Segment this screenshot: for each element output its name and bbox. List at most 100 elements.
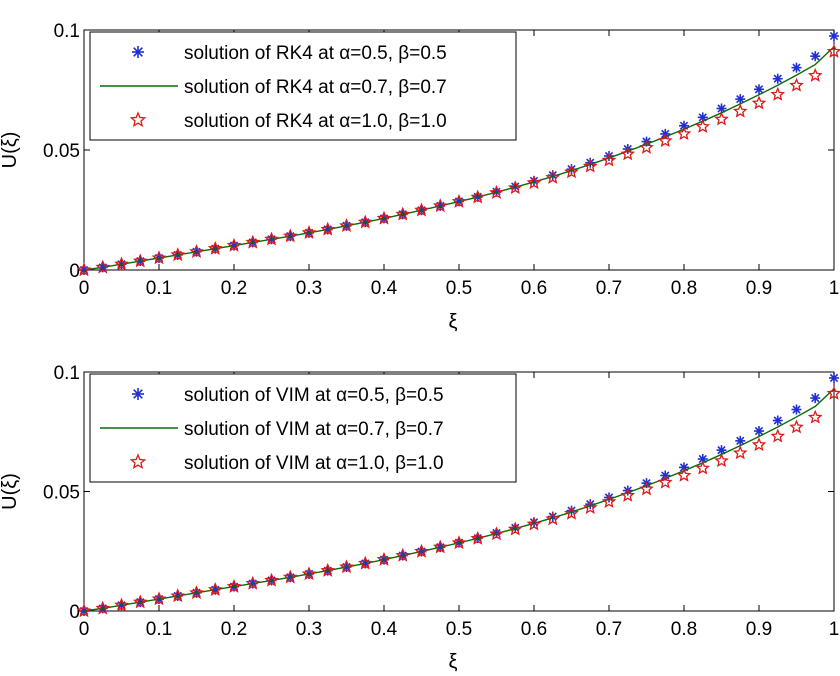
- data-point: [564, 164, 579, 179]
- data-point: [732, 445, 748, 460]
- series-3: [76, 385, 840, 618]
- legend-entry-label: solution of VIM at α=0.7, β=0.7: [184, 419, 444, 440]
- x-tick-label: 0.7: [596, 619, 622, 640]
- data-point: [754, 84, 764, 95]
- data-point: [414, 202, 429, 217]
- data-point: [829, 372, 839, 383]
- data-point: [601, 152, 617, 167]
- data-point: [735, 435, 746, 446]
- data-point: [395, 206, 411, 221]
- data-point: [789, 419, 804, 434]
- data-point: [245, 234, 261, 249]
- series-line: [83, 388, 835, 612]
- data-point: [207, 582, 223, 596]
- chart-panel-2: 0 0.1 0.2 0.3 0.4 0.5 0.6 0.7 0.8 0.9 1 0 0.05 0.1 ξ U(…: [0, 363, 840, 673]
- x-tick-label: 0.4: [371, 278, 398, 299]
- data-point: [470, 530, 486, 545]
- data-point: [639, 481, 654, 496]
- data-point: [585, 499, 596, 510]
- data-point: [320, 221, 336, 236]
- data-point: [245, 575, 261, 590]
- y-tick-label: 0.1: [54, 21, 80, 42]
- data-point: [714, 111, 729, 126]
- series-3: [76, 43, 840, 277]
- x-tick-label: 0.9: [746, 619, 772, 640]
- legend-marker-asterisk: [132, 388, 144, 400]
- data-point: [601, 494, 617, 508]
- data-point: [732, 103, 748, 118]
- x-tick-label: 1: [829, 278, 840, 299]
- data-point: [301, 225, 317, 240]
- data-point: [76, 603, 92, 618]
- data-point: [564, 505, 579, 520]
- data-point: [772, 73, 783, 84]
- data-point: [676, 126, 692, 141]
- legend-marker-star: [129, 111, 147, 128]
- x-tick-label: 0.3: [296, 619, 322, 640]
- data-point: [489, 526, 504, 541]
- y-tick-label: 0.1: [54, 363, 80, 384]
- data-point: [754, 426, 764, 437]
- data-point: [807, 409, 823, 424]
- data-point: [826, 385, 840, 400]
- data-point: [676, 467, 692, 482]
- data-point: [151, 250, 167, 265]
- data-point: [695, 460, 711, 475]
- data-point: [282, 569, 298, 584]
- data-point: [189, 244, 204, 258]
- data-point: [339, 559, 354, 574]
- x-tick-label: 0.3: [296, 278, 322, 299]
- data-point: [432, 198, 448, 213]
- data-point: [470, 189, 486, 204]
- series-layer: [76, 372, 840, 618]
- y-axis-label: U(ξ): [0, 473, 21, 510]
- data-point: [791, 62, 802, 73]
- data-point: [320, 562, 336, 577]
- data-point: [639, 139, 654, 154]
- data-point: [414, 543, 429, 558]
- legend-entry-label: solution of RK4 at α=0.7, β=0.7: [184, 77, 447, 98]
- data-point: [791, 404, 802, 415]
- data-point: [301, 566, 317, 581]
- data-point: [132, 594, 148, 609]
- x-tick-label: 0.8: [671, 619, 697, 640]
- x-tick-label: 0.9: [746, 278, 772, 299]
- series-line: [83, 46, 835, 271]
- data-point: [264, 231, 279, 246]
- data-point: [582, 500, 598, 514]
- legend-entry-label: solution of VIM at α=1.0, β=1.0: [184, 453, 444, 474]
- x-tick-label: 0.1: [146, 278, 172, 299]
- x-tick-label: 1: [829, 619, 840, 640]
- data-point: [695, 119, 711, 133]
- legend-marker-asterisk: [132, 46, 144, 58]
- data-point: [770, 428, 786, 443]
- x-axis-label: ξ: [449, 651, 458, 673]
- series-layer: [76, 31, 840, 277]
- x-tick-label: 0.6: [521, 278, 547, 299]
- x-tick-label: 0.6: [521, 619, 547, 640]
- series-2: [83, 46, 835, 271]
- legend-entry-label: solution of RK4 at α=1.0, β=1.0: [184, 111, 447, 132]
- y-axis-label: U(ξ): [0, 132, 21, 169]
- legend: solution of RK4 at α=0.5, β=0.5 solution …: [89, 31, 517, 141]
- data-point: [751, 437, 767, 452]
- x-tick-label: 0.7: [596, 278, 622, 299]
- x-tick-label: 0.8: [671, 278, 697, 299]
- data-point: [489, 185, 504, 199]
- data-point: [507, 180, 523, 195]
- data-point: [807, 67, 823, 82]
- y-tick-label: 0: [69, 602, 80, 623]
- data-point: [189, 585, 204, 600]
- x-tick-label: 0.4: [371, 619, 398, 640]
- x-tick-label: 0.5: [446, 619, 472, 640]
- data-point: [207, 240, 223, 255]
- data-point: [226, 237, 242, 252]
- data-point: [282, 228, 298, 243]
- data-point: [735, 94, 746, 105]
- x-tick-label: 0: [79, 619, 90, 640]
- y-tick-label: 0: [69, 261, 80, 282]
- data-point: [395, 547, 411, 562]
- legend-entry-label: solution of VIM at α=0.5, β=0.5: [184, 385, 444, 406]
- data-point: [545, 169, 561, 184]
- y-tick-label: 0.05: [43, 141, 80, 162]
